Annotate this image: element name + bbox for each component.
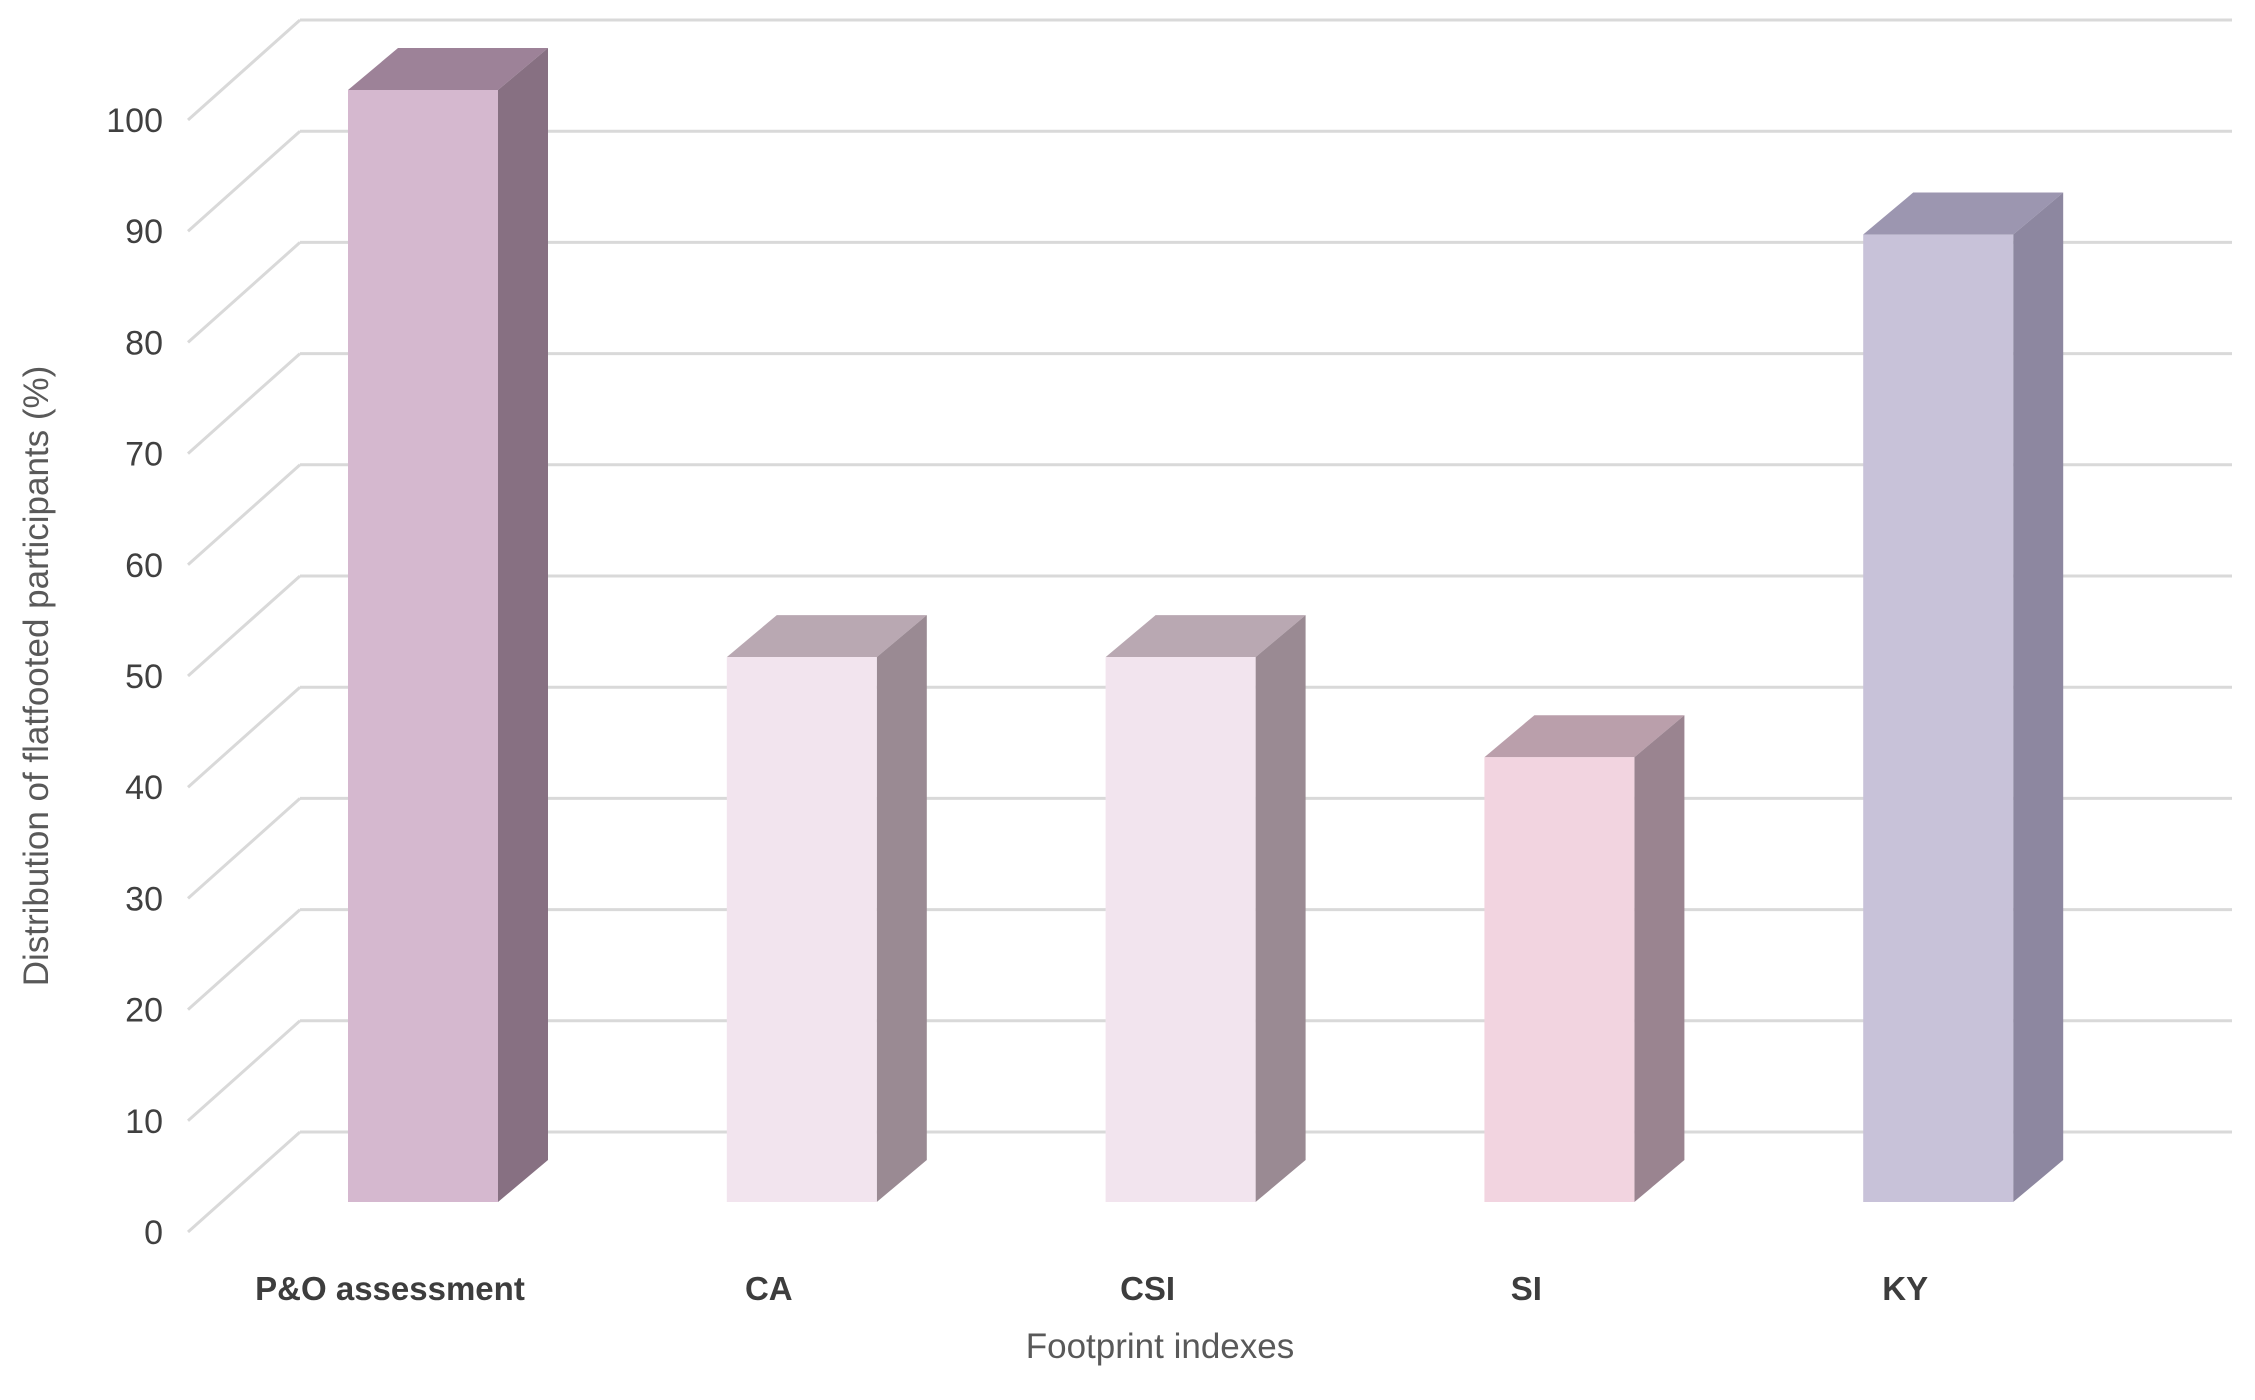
y-tick-label-60: 60 (125, 547, 163, 585)
category-label-4: SI (1511, 1270, 1542, 1307)
category-label-2: CA (745, 1270, 793, 1307)
bar-top-face (348, 48, 548, 90)
labels-layer: 0 10 20 30 40 50 60 70 80 90 100 P&O assessment CA CS… (106, 102, 1928, 1307)
depth-tick-line-80 (187, 241, 301, 344)
depth-tick-line-50 (187, 574, 301, 678)
bar-csi (1105, 615, 1306, 1202)
bar-top-face (1105, 615, 1306, 658)
bar-si (1484, 715, 1685, 1202)
bar-p&o-assessment (348, 48, 548, 1202)
bar-top-face (1484, 715, 1685, 758)
bars-layer (348, 48, 2064, 1202)
category-label-1: P&O assessment (255, 1270, 525, 1307)
depth-tick-line-60 (187, 463, 301, 566)
depth-tick-line-100 (187, 18, 301, 122)
y-tick-label-90: 90 (125, 213, 163, 251)
y-tick-label-0: 0 (144, 1214, 163, 1252)
y-tick-label-80: 80 (125, 324, 163, 362)
bar-front-face (1863, 234, 2014, 1202)
y-tick-label-100: 100 (106, 102, 163, 140)
y-tick-label-20: 20 (125, 992, 163, 1030)
depth-tick-line-10 (187, 1019, 301, 1122)
y-tick-label-30: 30 (125, 880, 163, 918)
bar-side-face (2013, 192, 2064, 1202)
x-axis-title: Footprint indexes (1026, 1327, 1294, 1366)
bar-side-face (1634, 715, 1685, 1202)
bar-side-face (876, 615, 927, 1202)
bar-front-face (726, 657, 877, 1202)
depth-tick-line-30 (187, 797, 301, 900)
y-tick-label-40: 40 (125, 769, 163, 807)
bar-side-face (1255, 615, 1306, 1202)
bar-top-face (1863, 192, 2064, 235)
y-tick-label-10: 10 (125, 1103, 163, 1141)
y-axis-title: Distribution of flatfooted participants … (17, 366, 56, 987)
depth-tick-line-90 (187, 130, 301, 233)
bar-ca (726, 615, 927, 1202)
category-label-3: CSI (1120, 1270, 1175, 1307)
bar-front-face (348, 90, 498, 1202)
bar-top-face (726, 615, 927, 658)
bar-ky (1863, 192, 2064, 1202)
depth-tick-line-20 (187, 908, 301, 1011)
depth-tick-line-40 (187, 686, 301, 789)
category-label-5: KY (1882, 1270, 1928, 1307)
depth-tick-line-0 (187, 1130, 301, 1234)
depth-tick-line-70 (187, 352, 301, 455)
bar-front-face (1105, 657, 1256, 1202)
bar-front-face (1484, 757, 1635, 1202)
bar-side-face (498, 48, 548, 1202)
y-tick-label-70: 70 (125, 436, 163, 474)
y-tick-label-50: 50 (125, 658, 163, 696)
